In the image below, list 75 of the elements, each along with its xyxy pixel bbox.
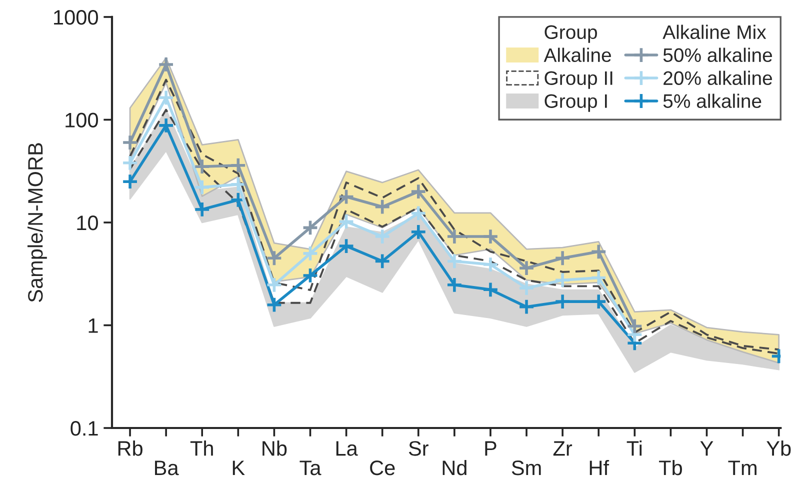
point: [338, 188, 355, 206]
point: [374, 198, 391, 216]
y-tick-label: 10: [77, 215, 98, 230]
point: [374, 252, 391, 270]
point: [626, 318, 643, 334]
point: [158, 89, 174, 106]
point: [554, 250, 571, 266]
point: [194, 158, 210, 175]
point: [554, 272, 571, 288]
point: [302, 267, 319, 284]
point: [122, 173, 138, 190]
point: [230, 176, 246, 193]
legend-label: 20% alkaline: [664, 70, 772, 86]
point: [518, 280, 535, 296]
point: [230, 156, 246, 174]
x-tick-label: Hf: [590, 460, 610, 476]
x-tick-label: Th: [190, 440, 213, 456]
point: [554, 293, 571, 310]
point: [590, 269, 607, 286]
point: [122, 154, 138, 172]
point: [194, 201, 210, 218]
point: [518, 260, 535, 276]
point: [446, 252, 463, 270]
x-tick-label: Nb: [262, 440, 287, 456]
point: [338, 238, 355, 254]
point: [302, 245, 319, 262]
x-tick-label: Tb: [659, 460, 682, 476]
point: [266, 276, 283, 294]
y-tick-label: 100: [66, 112, 98, 128]
point: [482, 281, 499, 298]
point: [338, 213, 355, 230]
point: [446, 228, 463, 245]
legend-label: Group I: [544, 94, 607, 112]
point: [122, 134, 138, 151]
annotation: Alkaline Mix: [662, 24, 766, 40]
point: [158, 117, 174, 134]
x-tick-label: Rb: [118, 440, 142, 456]
point: [446, 276, 463, 294]
y-tick-label: 1000: [54, 10, 98, 25]
y-tick-label: 0.1: [70, 421, 98, 436]
x-tick-label: Sr: [408, 441, 428, 456]
x-tick-label: La: [336, 441, 358, 456]
point: [410, 204, 427, 222]
point: [194, 178, 210, 196]
legend-label: 5% alkaline: [663, 94, 762, 108]
x-tick-label: Ce: [370, 460, 395, 476]
point: [410, 224, 427, 240]
x-tick-label: Zr: [553, 441, 572, 456]
legend-label: 50% alkaline: [663, 48, 772, 62]
x-tick-label: Nd: [442, 460, 466, 476]
point: [158, 56, 174, 73]
legend-label: Group II: [544, 71, 612, 89]
point: [590, 243, 607, 260]
x-tick-label: Yb: [766, 440, 791, 456]
point: [266, 250, 283, 266]
x-tick-label: Ba: [155, 460, 179, 476]
y-tick-label: 1: [88, 318, 98, 333]
point: [266, 296, 283, 314]
legend-title: Group: [544, 25, 597, 43]
point: [518, 298, 535, 316]
x-tick-label: Sm: [512, 460, 541, 476]
x-tick-label: K: [232, 460, 245, 476]
point: [482, 228, 499, 245]
point: [410, 183, 427, 200]
legend-label: Alkaline: [544, 48, 611, 62]
x-tick-label: P: [485, 441, 496, 456]
point: [590, 293, 607, 310]
point: [302, 219, 319, 236]
y-axis-title: Sample/N-MORB: [27, 143, 47, 302]
x-tick-label: Tm: [728, 460, 756, 476]
x-tick-label: Y: [700, 441, 714, 456]
point: [374, 228, 391, 245]
x-tick-label: Ta: [300, 460, 322, 476]
point: [482, 256, 499, 273]
x-tick-label: Ti: [626, 440, 642, 456]
